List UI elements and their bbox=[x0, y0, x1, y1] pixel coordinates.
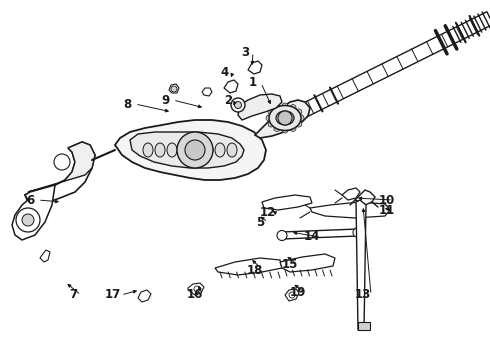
Ellipse shape bbox=[276, 111, 294, 125]
Polygon shape bbox=[356, 200, 366, 330]
Polygon shape bbox=[248, 61, 262, 74]
Polygon shape bbox=[282, 229, 358, 239]
Polygon shape bbox=[310, 202, 390, 218]
Text: 5: 5 bbox=[256, 216, 264, 229]
Circle shape bbox=[296, 109, 302, 115]
Text: 13: 13 bbox=[355, 288, 371, 302]
Circle shape bbox=[298, 115, 304, 121]
Circle shape bbox=[268, 121, 274, 127]
Polygon shape bbox=[28, 142, 95, 192]
Text: 1: 1 bbox=[249, 77, 257, 90]
Circle shape bbox=[282, 127, 288, 133]
Polygon shape bbox=[169, 84, 179, 93]
Circle shape bbox=[235, 102, 242, 108]
Circle shape bbox=[289, 292, 295, 298]
Text: 3: 3 bbox=[241, 45, 249, 58]
Text: 2: 2 bbox=[224, 94, 232, 107]
Text: 15: 15 bbox=[282, 258, 298, 271]
Text: 7: 7 bbox=[69, 288, 77, 302]
Polygon shape bbox=[130, 132, 244, 168]
Circle shape bbox=[277, 230, 287, 240]
Polygon shape bbox=[262, 195, 312, 210]
Text: 16: 16 bbox=[187, 288, 203, 302]
Polygon shape bbox=[12, 185, 55, 240]
Polygon shape bbox=[358, 322, 370, 330]
Polygon shape bbox=[25, 142, 95, 205]
Polygon shape bbox=[115, 120, 266, 180]
Polygon shape bbox=[215, 258, 282, 275]
Circle shape bbox=[268, 109, 274, 115]
Circle shape bbox=[231, 98, 245, 112]
Polygon shape bbox=[188, 283, 204, 295]
Circle shape bbox=[282, 103, 288, 109]
Text: 12: 12 bbox=[260, 207, 276, 220]
Circle shape bbox=[290, 125, 296, 131]
Text: 18: 18 bbox=[247, 264, 263, 276]
Polygon shape bbox=[238, 94, 282, 120]
Polygon shape bbox=[342, 188, 360, 200]
Circle shape bbox=[185, 140, 205, 160]
Text: 4: 4 bbox=[221, 66, 229, 78]
Polygon shape bbox=[138, 290, 151, 302]
Circle shape bbox=[266, 115, 272, 121]
Circle shape bbox=[177, 132, 213, 168]
Circle shape bbox=[290, 105, 296, 111]
Circle shape bbox=[296, 121, 302, 127]
Circle shape bbox=[278, 111, 292, 125]
Text: 10: 10 bbox=[379, 194, 395, 207]
Polygon shape bbox=[224, 80, 238, 93]
Circle shape bbox=[16, 208, 40, 232]
Ellipse shape bbox=[143, 143, 153, 157]
Polygon shape bbox=[255, 100, 310, 138]
Circle shape bbox=[54, 154, 70, 170]
Ellipse shape bbox=[167, 143, 177, 157]
Ellipse shape bbox=[203, 143, 213, 157]
Text: 6: 6 bbox=[26, 194, 34, 207]
Text: 9: 9 bbox=[161, 94, 169, 107]
Ellipse shape bbox=[155, 143, 165, 157]
Ellipse shape bbox=[191, 143, 201, 157]
Text: 14: 14 bbox=[304, 230, 320, 243]
Text: 8: 8 bbox=[123, 98, 131, 111]
Polygon shape bbox=[292, 12, 490, 121]
Polygon shape bbox=[355, 190, 375, 205]
Polygon shape bbox=[280, 254, 335, 272]
Text: 11: 11 bbox=[379, 203, 395, 216]
Ellipse shape bbox=[215, 143, 225, 157]
Polygon shape bbox=[285, 289, 299, 301]
Circle shape bbox=[171, 86, 177, 92]
Polygon shape bbox=[40, 250, 50, 262]
Circle shape bbox=[353, 228, 363, 238]
Circle shape bbox=[194, 286, 200, 292]
Ellipse shape bbox=[269, 105, 301, 130]
Text: 17: 17 bbox=[105, 288, 121, 302]
Circle shape bbox=[274, 105, 280, 111]
Polygon shape bbox=[202, 88, 212, 96]
Circle shape bbox=[22, 214, 34, 226]
Circle shape bbox=[274, 125, 280, 131]
Text: 19: 19 bbox=[290, 287, 306, 300]
Ellipse shape bbox=[227, 143, 237, 157]
Ellipse shape bbox=[179, 143, 189, 157]
